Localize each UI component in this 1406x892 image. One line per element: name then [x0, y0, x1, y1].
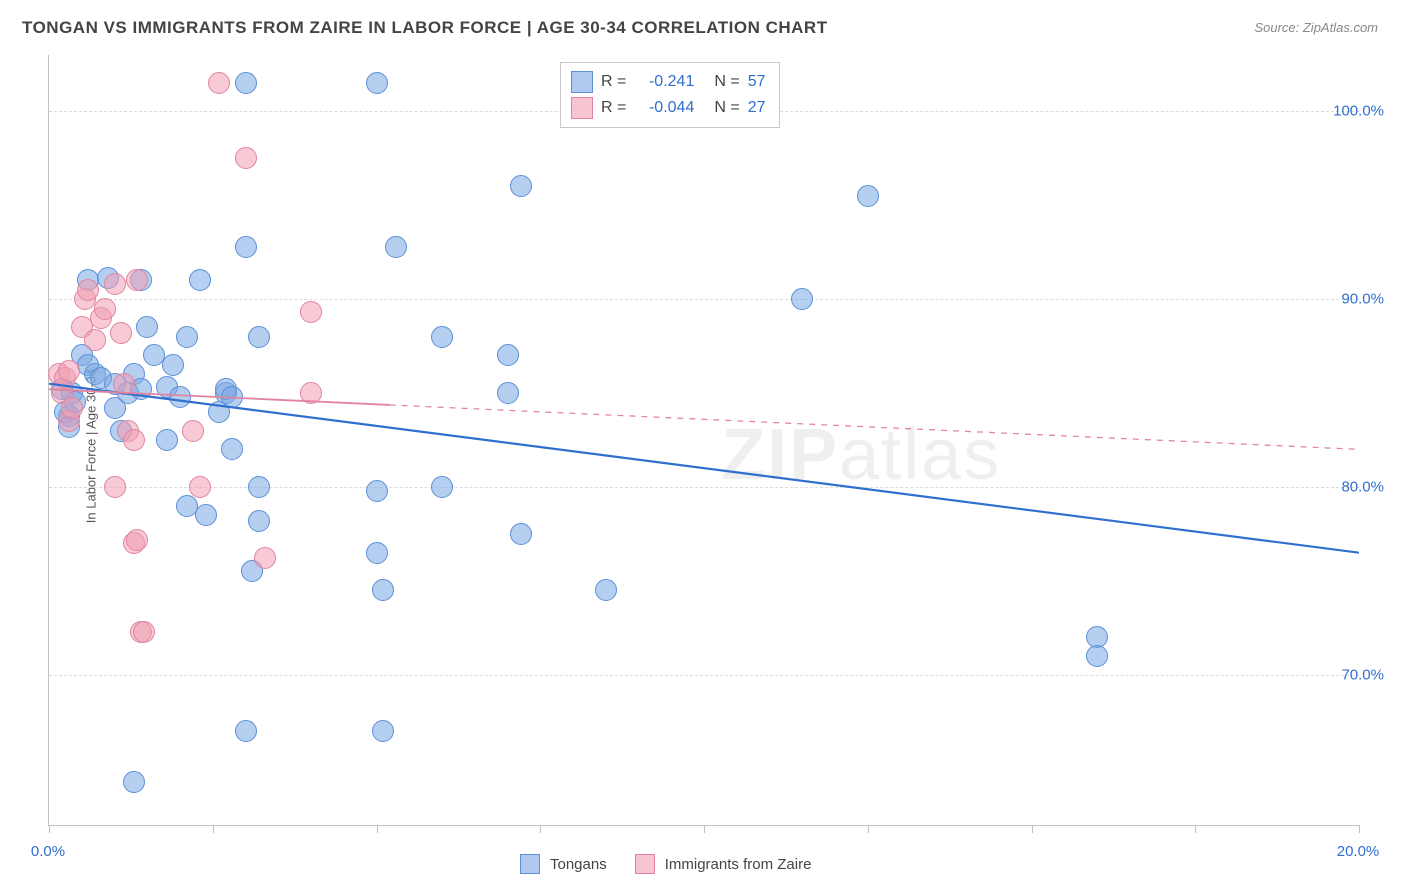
- watermark: ZIPatlas: [721, 414, 1001, 496]
- data-point: [94, 298, 116, 320]
- data-point: [104, 476, 126, 498]
- data-point: [510, 523, 532, 545]
- data-point: [133, 621, 155, 643]
- y-tick-label: 70.0%: [1341, 666, 1384, 683]
- data-point: [182, 420, 204, 442]
- x-tick: [1359, 825, 1360, 833]
- data-point: [162, 354, 184, 376]
- x-tick: [377, 825, 378, 833]
- gridline: [49, 299, 1359, 300]
- x-tick-label: 20.0%: [1337, 843, 1380, 860]
- y-tick-label: 100.0%: [1333, 103, 1384, 120]
- data-point: [372, 579, 394, 601]
- data-point: [366, 480, 388, 502]
- source-label: Source: ZipAtlas.com: [1254, 20, 1378, 35]
- data-point: [595, 579, 617, 601]
- x-tick: [213, 825, 214, 833]
- x-tick: [49, 825, 50, 833]
- data-point: [431, 476, 453, 498]
- data-point: [248, 476, 270, 498]
- data-point: [235, 147, 257, 169]
- r-label: R =: [601, 99, 626, 117]
- data-point: [221, 386, 243, 408]
- x-tick: [704, 825, 705, 833]
- data-point: [110, 322, 132, 344]
- watermark-rest: atlas: [839, 415, 1001, 495]
- data-point: [497, 344, 519, 366]
- series-legend: Tongans Immigrants from Zaire: [520, 854, 829, 874]
- data-point: [61, 397, 83, 419]
- y-tick-label: 80.0%: [1341, 478, 1384, 495]
- data-point: [104, 273, 126, 295]
- legend-swatch: [571, 97, 593, 119]
- data-point: [1086, 645, 1108, 667]
- plot-area: ZIPatlas: [48, 55, 1359, 826]
- legend-row: R = -0.044 N = 27: [571, 95, 765, 121]
- data-point: [497, 382, 519, 404]
- x-tick: [868, 825, 869, 833]
- data-point: [176, 326, 198, 348]
- data-point: [195, 504, 217, 526]
- data-point: [385, 236, 407, 258]
- data-point: [791, 288, 813, 310]
- x-tick: [540, 825, 541, 833]
- n-value: 27: [748, 99, 766, 117]
- data-point: [189, 269, 211, 291]
- legend-row: R = -0.241 N = 57: [571, 69, 765, 95]
- data-point: [510, 175, 532, 197]
- data-point: [126, 269, 148, 291]
- data-point: [113, 373, 135, 395]
- n-value: 57: [748, 73, 766, 91]
- r-value: -0.044: [634, 99, 694, 117]
- y-tick-label: 90.0%: [1341, 291, 1384, 308]
- watermark-bold: ZIP: [721, 415, 839, 495]
- data-point: [300, 301, 322, 323]
- data-point: [372, 720, 394, 742]
- gridline: [49, 487, 1359, 488]
- data-point: [248, 326, 270, 348]
- data-point: [136, 316, 158, 338]
- legend-swatch: [635, 854, 655, 874]
- data-point: [58, 360, 80, 382]
- data-point: [235, 72, 257, 94]
- data-point: [77, 279, 99, 301]
- legend-swatch: [571, 71, 593, 93]
- x-tick-label: 0.0%: [31, 843, 65, 860]
- data-point: [208, 72, 230, 94]
- legend-label: Tongans: [550, 856, 607, 873]
- data-point: [235, 236, 257, 258]
- x-tick: [1195, 825, 1196, 833]
- r-label: R =: [601, 73, 626, 91]
- data-point: [169, 386, 191, 408]
- gridline: [49, 675, 1359, 676]
- legend-swatch: [520, 854, 540, 874]
- data-point: [300, 382, 322, 404]
- n-label: N =: [714, 73, 739, 91]
- chart-title: TONGAN VS IMMIGRANTS FROM ZAIRE IN LABOR…: [22, 18, 828, 38]
- regression-lines: [49, 55, 1359, 825]
- correlation-legend: R = -0.241 N = 57 R = -0.044 N = 27: [560, 62, 780, 128]
- data-point: [857, 185, 879, 207]
- data-point: [123, 429, 145, 451]
- data-point: [431, 326, 453, 348]
- data-point: [123, 771, 145, 793]
- data-point: [254, 547, 276, 569]
- legend-label: Immigrants from Zaire: [665, 856, 812, 873]
- n-label: N =: [714, 99, 739, 117]
- data-point: [84, 329, 106, 351]
- x-tick: [1032, 825, 1033, 833]
- data-point: [126, 529, 148, 551]
- data-point: [221, 438, 243, 460]
- data-point: [156, 429, 178, 451]
- data-point: [235, 720, 257, 742]
- r-value: -0.241: [634, 73, 694, 91]
- data-point: [248, 510, 270, 532]
- data-point: [366, 542, 388, 564]
- data-point: [366, 72, 388, 94]
- data-point: [189, 476, 211, 498]
